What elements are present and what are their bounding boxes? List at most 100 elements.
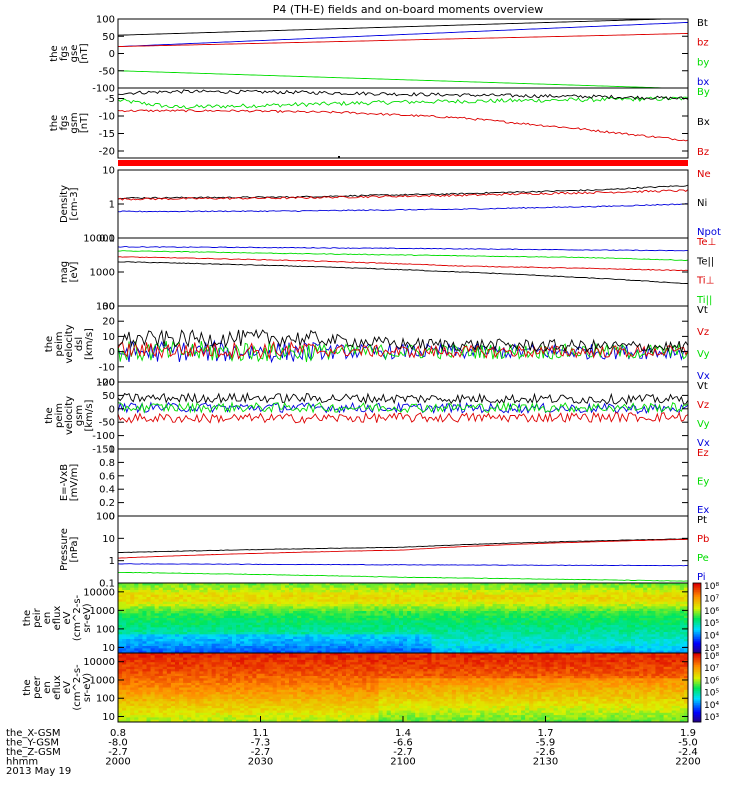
spectrogram-cell [289, 601, 294, 605]
spectrogram-cell [236, 606, 241, 610]
spectrogram-cell [602, 627, 607, 631]
legend-entry: Ti⊥ [696, 276, 714, 287]
spectrogram-cell [138, 666, 143, 670]
spectrogram-cell [427, 592, 432, 596]
spectrogram-cell [138, 659, 143, 663]
spectrogram-cell [606, 599, 612, 603]
spectrogram-cell [378, 601, 384, 605]
spectrogram-cell [659, 639, 664, 642]
spectrogram-cell [150, 710, 156, 714]
spectrogram-cell [403, 583, 408, 586]
spectrogram-cell [346, 650, 351, 654]
spectrogram-cell [582, 615, 587, 619]
spectrogram-cell [561, 622, 567, 626]
spectrogram-cell [496, 632, 502, 635]
spectrogram-cell [419, 590, 424, 593]
spectrogram-cell [675, 629, 681, 633]
spectrogram-cell [529, 601, 534, 605]
spectrogram-cell [427, 583, 432, 586]
spectrogram-cell [191, 692, 196, 695]
spectrogram-cell [146, 636, 151, 640]
spectrogram-cell [366, 597, 371, 600]
spectrogram-cell [142, 712, 147, 716]
spectrogram-cell [329, 639, 335, 642]
spectrogram-cell [219, 597, 225, 600]
spectrogram-cell [293, 629, 298, 633]
spectrogram-cell [142, 643, 147, 647]
spectrogram-cell [158, 634, 164, 638]
spectrogram-cell [268, 643, 274, 647]
spectrogram-cell [447, 634, 453, 638]
spectrogram-cell [411, 613, 416, 617]
spectrogram-cell [276, 622, 282, 626]
spectrogram-cell [337, 622, 343, 626]
spectrogram-cell [635, 629, 640, 633]
spectrogram-cell [455, 632, 461, 635]
spectrogram-cell [679, 643, 685, 647]
spectrogram-cell [199, 650, 204, 654]
spectrogram-cell [370, 648, 375, 652]
spectrogram-cell [207, 599, 213, 603]
spectrogram-cell [464, 648, 469, 652]
spectrogram-cell [244, 622, 249, 626]
spectrogram-cell [232, 632, 237, 635]
spectrogram-cell [443, 634, 449, 638]
spectrogram-cell [248, 639, 253, 642]
spectrogram-cell [321, 594, 327, 598]
spectrogram-cell [525, 606, 530, 610]
spectrogram-cell [492, 646, 498, 649]
spectrogram-cell [370, 622, 375, 626]
spectrogram-cell [521, 629, 526, 633]
colorbar-step [693, 646, 701, 649]
spectrogram-cell [179, 632, 184, 635]
spectrogram-cell [122, 587, 127, 591]
spectrogram-cell [468, 601, 473, 605]
spectrogram-cell [431, 648, 436, 652]
spectrogram-cell [118, 604, 123, 607]
spectrogram-cell [569, 606, 575, 610]
spectrogram-cell [183, 585, 188, 589]
spectrogram-cell [260, 599, 265, 603]
spectrogram-cell [411, 627, 416, 631]
spectrogram-cell [655, 606, 660, 610]
series-line [117, 22, 688, 48]
spectrogram-cell [276, 585, 282, 589]
spectrogram-cell [541, 641, 546, 645]
spectrogram-cell [683, 611, 689, 614]
spectrogram-cell [484, 632, 489, 635]
spectrogram-cell [631, 641, 636, 645]
spectrogram-cell [525, 611, 530, 614]
spectrogram-cell [284, 597, 290, 600]
spectrogram-cell [553, 597, 559, 600]
spectrogram-cell [419, 618, 424, 621]
spectrogram-cell [350, 608, 355, 612]
spectrogram-cell [411, 611, 416, 614]
spectrogram-cell [134, 657, 139, 661]
spectrogram-cell [679, 620, 685, 624]
spectrogram-cell [313, 634, 318, 638]
spectrogram-cell [582, 636, 587, 640]
spectrogram-cell [146, 608, 151, 612]
spectrogram-cell [130, 715, 135, 718]
spectrogram-cell [631, 601, 636, 605]
spectrogram-cell [447, 606, 453, 610]
spectrogram-cell [631, 650, 636, 654]
spectrogram-cell [130, 653, 135, 656]
spectrogram-cell [284, 615, 290, 619]
spectrogram-cell [309, 639, 314, 642]
spectrogram-cell [635, 615, 640, 619]
spectrogram-cell [529, 608, 534, 612]
spectrogram-cell [455, 606, 461, 610]
spectrogram-cell [268, 594, 274, 598]
spectrogram-cell [386, 648, 392, 652]
spectrogram-cell [130, 592, 135, 596]
spectrogram-cell [358, 618, 363, 621]
spectrogram-cell [496, 585, 502, 589]
spectrogram-cell [541, 608, 546, 612]
spectrogram-cell [382, 615, 388, 619]
spectrogram-cell [549, 604, 555, 607]
spectrogram-cell [655, 646, 660, 649]
spectrogram-cell [183, 699, 188, 702]
spectrogram-cell [679, 606, 685, 610]
spectrogram-cell [663, 650, 669, 654]
